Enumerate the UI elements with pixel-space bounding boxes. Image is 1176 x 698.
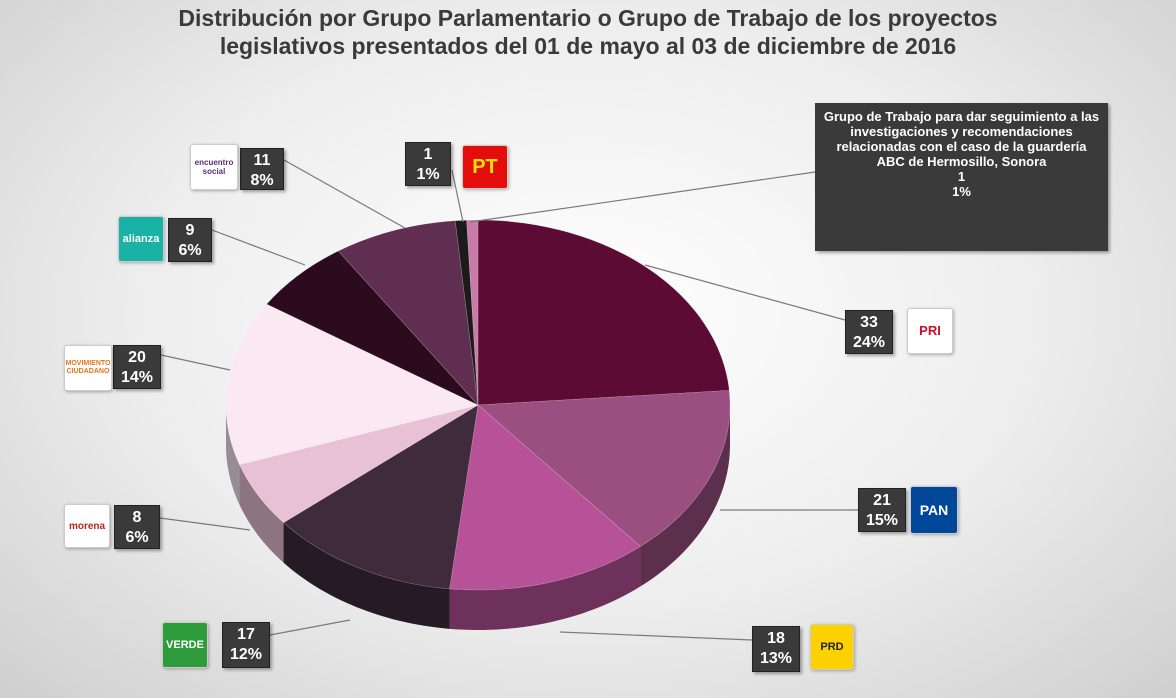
party-logo: VERDE — [162, 622, 208, 668]
value-label: 11 — [253, 152, 271, 169]
value-label: 21 — [873, 492, 891, 509]
leader-line — [211, 229, 306, 266]
percent-label: 12% — [229, 646, 263, 663]
slice — [477, 390, 731, 547]
slice-side — [239, 464, 284, 563]
party-logo: encuentro social — [190, 144, 238, 190]
slice — [337, 220, 479, 406]
title-line: Distribución por Grupo Parlamentario o G… — [178, 5, 998, 31]
percent-label: 8% — [250, 172, 274, 189]
value-label: 1 — [957, 169, 966, 184]
leader-line — [451, 169, 464, 223]
percent-label: 6% — [125, 529, 149, 546]
percent-label: 1% — [416, 166, 440, 183]
value-label: 17 — [237, 626, 255, 643]
leader-line — [559, 631, 753, 641]
slice — [449, 404, 641, 591]
percent-label: 24% — [852, 334, 886, 351]
data-label: 18 13% — [752, 626, 800, 672]
value-label: 1 — [423, 146, 433, 163]
slice-side — [283, 522, 450, 629]
data-label: 8 6% — [114, 505, 160, 549]
leader-line — [283, 159, 406, 229]
leader-line — [644, 264, 846, 321]
slice-side — [226, 405, 240, 505]
data-label: 17 12% — [222, 622, 270, 668]
leader-line — [269, 619, 351, 636]
data-label: 9 6% — [168, 218, 212, 262]
slice — [283, 404, 479, 590]
leader-line — [159, 517, 251, 531]
slice-side — [640, 405, 730, 587]
party-logo: morena — [64, 504, 110, 548]
party-logo: PT — [462, 145, 508, 189]
slice — [238, 404, 479, 524]
data-label: 11 8% — [240, 148, 284, 190]
category-label: Grupo de Trabajo para dar seguimiento a … — [823, 109, 1100, 169]
data-label: 1 1% — [405, 142, 451, 186]
value-label: 20 — [128, 349, 146, 366]
value-label: 9 — [185, 222, 195, 239]
percent-label: 6% — [178, 242, 202, 259]
party-logo: MOVIMIENTO CIUDADANO — [64, 345, 112, 391]
party-logo: PRD — [810, 624, 854, 670]
chart-title: Distribución por Grupo Parlamentario o G… — [0, 4, 1176, 60]
party-logo: PRI — [907, 308, 953, 354]
percent-label: 14% — [120, 369, 154, 386]
title-line: legislativos presentados del 01 de mayo … — [219, 33, 957, 59]
percent-label: 15% — [865, 512, 899, 529]
slice — [454, 219, 479, 406]
slice — [466, 219, 479, 406]
value-label: 8 — [132, 509, 142, 526]
party-logo: PAN — [910, 486, 958, 534]
leader-line — [469, 171, 816, 223]
data-label: 20 14% — [113, 345, 161, 389]
percent-label: 1% — [952, 184, 971, 199]
slice-side — [449, 546, 641, 630]
value-label: 18 — [767, 630, 785, 647]
data-label: 21 15% — [858, 488, 906, 532]
slice — [225, 303, 479, 465]
leader-line — [160, 354, 231, 371]
data-label: 33 24% — [845, 310, 893, 354]
percent-label: 13% — [759, 650, 793, 667]
slice — [266, 250, 479, 406]
value-label: 33 — [860, 314, 878, 331]
party-logo: alianza — [118, 216, 164, 262]
slice — [477, 219, 730, 406]
data-label: Grupo de Trabajo para dar seguimiento a … — [815, 103, 1108, 251]
